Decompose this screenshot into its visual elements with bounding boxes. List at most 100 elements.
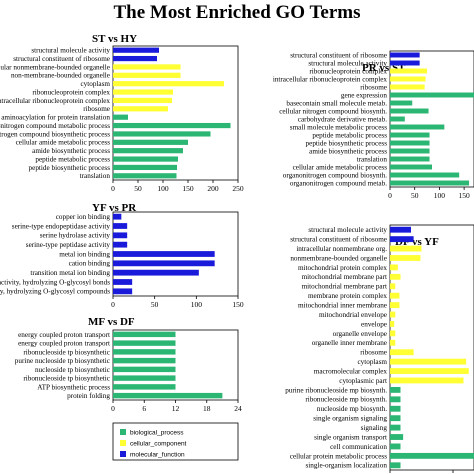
bar bbox=[390, 283, 396, 290]
x-tick-label: 0 bbox=[111, 184, 115, 193]
bar bbox=[113, 384, 176, 390]
plot-frame bbox=[389, 224, 474, 471]
bar bbox=[113, 232, 128, 239]
bar bbox=[113, 213, 122, 220]
category-label: cellular nitrogen compound biosynth. bbox=[279, 107, 387, 115]
category-label: mitochondrial inner membrane bbox=[298, 301, 387, 309]
bar bbox=[390, 405, 401, 412]
bar bbox=[390, 321, 395, 327]
bar bbox=[113, 173, 177, 179]
category-label: mitochondrial protein complex bbox=[298, 264, 387, 272]
category-label: transition metal ion binding bbox=[30, 269, 110, 277]
bar bbox=[390, 52, 420, 58]
category-label: organonitrogen compound metab. bbox=[290, 179, 387, 187]
bar bbox=[390, 245, 422, 252]
bar bbox=[113, 331, 176, 338]
legend-swatch bbox=[120, 451, 126, 457]
category-label: signaling bbox=[361, 424, 388, 432]
category-label: small molecule metabolic process bbox=[290, 123, 387, 131]
category-label: ATP biosynthetic process bbox=[37, 383, 110, 391]
category-label: intracellular nonmembrane-bounded organe… bbox=[0, 63, 110, 71]
bar bbox=[390, 108, 429, 114]
category-label: cytoplasmic part bbox=[339, 377, 387, 385]
category-label: organonitrogen compound metabolic proces… bbox=[0, 122, 110, 130]
category-label: membrane protein complex bbox=[308, 292, 387, 300]
x-tick-label: 50 bbox=[411, 191, 419, 200]
category-label: ribosome bbox=[360, 83, 387, 91]
bar bbox=[390, 396, 401, 403]
category-label: nonmembrane-bounded organelle bbox=[290, 254, 387, 262]
bar bbox=[390, 462, 401, 469]
category-label: copper ion binding bbox=[56, 213, 111, 221]
category-label: ribonucleoside tp biosynthetic bbox=[23, 375, 110, 383]
x-tick-label: 24 bbox=[234, 404, 242, 413]
bar bbox=[390, 292, 400, 299]
category-label: ribosome bbox=[360, 349, 387, 357]
category-label: mitochondrial membrane part bbox=[302, 283, 387, 291]
category-label: purine ribonucleoside mp biosynth. bbox=[285, 386, 387, 394]
category-label: peptide biosynthetic process bbox=[306, 139, 388, 147]
bar bbox=[113, 64, 181, 70]
category-label: organonitrogen compound biosynth. bbox=[283, 171, 387, 179]
bar bbox=[390, 236, 414, 243]
category-label: hydrolase activity, hydrolyzing O-glycos… bbox=[0, 288, 110, 296]
category-label: serine-type peptidase activity bbox=[26, 241, 111, 249]
category-label: serine-type endopeptidase activity bbox=[12, 222, 111, 230]
category-label: cytoplasm bbox=[357, 358, 387, 366]
bar bbox=[390, 255, 421, 261]
category-label: peptide biosynthetic process bbox=[29, 164, 111, 172]
x-tick-label: 100 bbox=[434, 191, 446, 200]
bar bbox=[113, 279, 133, 285]
x-tick-label: 0 bbox=[111, 300, 115, 309]
bar bbox=[113, 139, 188, 145]
bar bbox=[390, 358, 467, 365]
category-label: peptide metabolic process bbox=[312, 131, 387, 139]
category-label: single organism signaling bbox=[313, 415, 387, 423]
panel-3: MF vs DF energy coupled proton transporte… bbox=[15, 316, 242, 413]
bar bbox=[113, 375, 176, 381]
bar bbox=[390, 156, 430, 162]
bar bbox=[113, 223, 128, 229]
category-label: non-membrane-bounded organelle bbox=[11, 72, 110, 80]
category-label: cellular amide metabolic process bbox=[293, 163, 388, 171]
bar bbox=[113, 357, 176, 364]
category-label: cell communication bbox=[330, 443, 387, 451]
category-label: hydrolase activity, hydrolyzing O-glycos… bbox=[0, 278, 110, 286]
bar bbox=[113, 269, 199, 276]
category-label: macromolecular complex bbox=[314, 367, 388, 375]
bar bbox=[390, 124, 445, 130]
bar bbox=[113, 340, 176, 346]
legend-label: biological_process bbox=[130, 430, 184, 437]
x-tick-label: 50 bbox=[151, 300, 159, 309]
category-label: amide biosynthetic process bbox=[32, 147, 110, 155]
category-label: nucleoside mp biosynth. bbox=[317, 405, 387, 413]
category-label: single-organism localization bbox=[305, 462, 387, 470]
category-label: tRNA aminoacylation for protein translat… bbox=[0, 114, 110, 122]
bar bbox=[113, 251, 215, 257]
x-tick-label: 150 bbox=[182, 184, 194, 193]
panel-title: YF vs PR bbox=[92, 202, 137, 214]
bar bbox=[113, 148, 183, 154]
x-tick-label: 200 bbox=[207, 184, 219, 193]
bar bbox=[390, 443, 401, 450]
category-label: structural constituent of ribosome bbox=[290, 51, 387, 59]
bar bbox=[113, 349, 176, 355]
category-label: ribosome bbox=[83, 105, 110, 113]
category-label: mitochondrial envelope bbox=[319, 311, 387, 319]
bar bbox=[390, 339, 396, 346]
x-tick-label: 0 bbox=[388, 191, 392, 200]
x-tick-label: 18 bbox=[203, 404, 211, 413]
bar bbox=[113, 97, 172, 104]
category-label: protein folding bbox=[67, 392, 110, 400]
category-label: cellular protein metabolic process bbox=[290, 452, 387, 460]
category-label: intracellular nonmembrane org. bbox=[296, 245, 387, 253]
panel-title: MF vs DF bbox=[88, 316, 135, 328]
category-label: energy coupled proton transport bbox=[18, 331, 110, 339]
legend-frame bbox=[112, 422, 239, 461]
x-tick-label: 0 bbox=[111, 404, 115, 413]
bar bbox=[390, 386, 401, 393]
x-tick-label: 150 bbox=[458, 191, 470, 200]
x-tick-label: 250 bbox=[232, 184, 244, 193]
category-label: structural constituent of ribosome bbox=[13, 55, 110, 63]
